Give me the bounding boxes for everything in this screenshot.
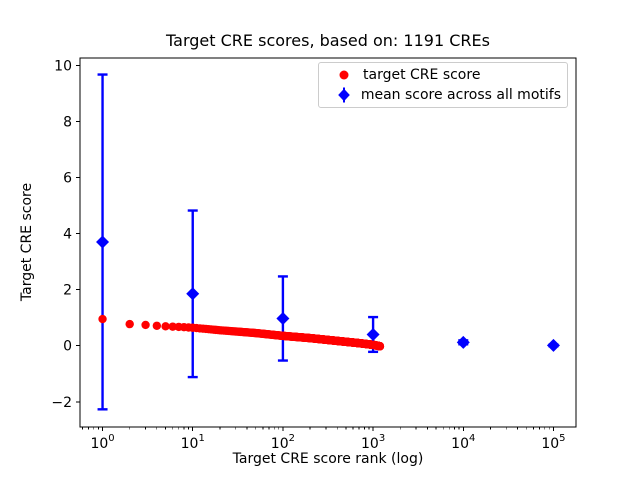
target-point: [152, 321, 162, 330]
x-tick-label: 101: [181, 433, 205, 452]
plot-border: [79, 57, 577, 428]
x-axis: 100 101 102 103 104 105: [82, 427, 566, 452]
y-tick-label: −2: [51, 395, 72, 411]
x-axis-label: Target CRE score rank (log): [232, 451, 424, 467]
x-tick-label: 100: [90, 433, 114, 452]
mean-score-points: [96, 235, 560, 352]
mean-point-diamond: [546, 338, 560, 352]
mean-point-diamond: [366, 327, 380, 341]
x-tick-label: 104: [451, 433, 475, 452]
x-tick-label: 105: [541, 433, 565, 452]
target-point: [98, 314, 107, 324]
x-tick-label: 103: [361, 433, 385, 452]
red-circle-icon: [339, 70, 349, 80]
mean-point-diamond: [186, 287, 200, 301]
y-tick-label: 4: [63, 227, 72, 243]
target-point: [125, 319, 134, 329]
y-tick-label: 8: [63, 114, 72, 130]
mean-point-diamond: [96, 235, 110, 249]
target-point: [168, 322, 177, 331]
legend-item-mean: mean score across all motifs: [335, 85, 561, 105]
legend-label-target: target CRE score: [363, 67, 481, 83]
blue-diamond-errorbar-icon: [338, 87, 350, 103]
target-point: [161, 322, 170, 331]
y-axis: 10 8 6 4 2 0 −2: [51, 58, 80, 411]
axes-spines: [79, 57, 577, 428]
y-tick-label: 6: [63, 170, 72, 186]
mean-point-diamond: [456, 335, 470, 349]
legend-item-target: target CRE score: [335, 65, 561, 85]
mean-point-diamond: [276, 311, 290, 325]
y-tick-label: 0: [63, 339, 72, 355]
y-axis-label: Target CRE score: [19, 182, 35, 302]
legend-label-mean: mean score across all motifs: [360, 87, 561, 103]
y-tick-label: 10: [54, 58, 72, 74]
mean-errorbars: [97, 73, 559, 411]
chart-title: Target CRE scores, based on: 1191 CREs: [166, 31, 490, 50]
y-tick-label: 2: [63, 283, 72, 299]
legend: target CRE score mean score across all m…: [318, 62, 568, 108]
target-point: [141, 320, 150, 330]
x-tick-label: 102: [271, 433, 295, 452]
target-point: [375, 342, 385, 351]
target-score-points: [98, 314, 385, 351]
